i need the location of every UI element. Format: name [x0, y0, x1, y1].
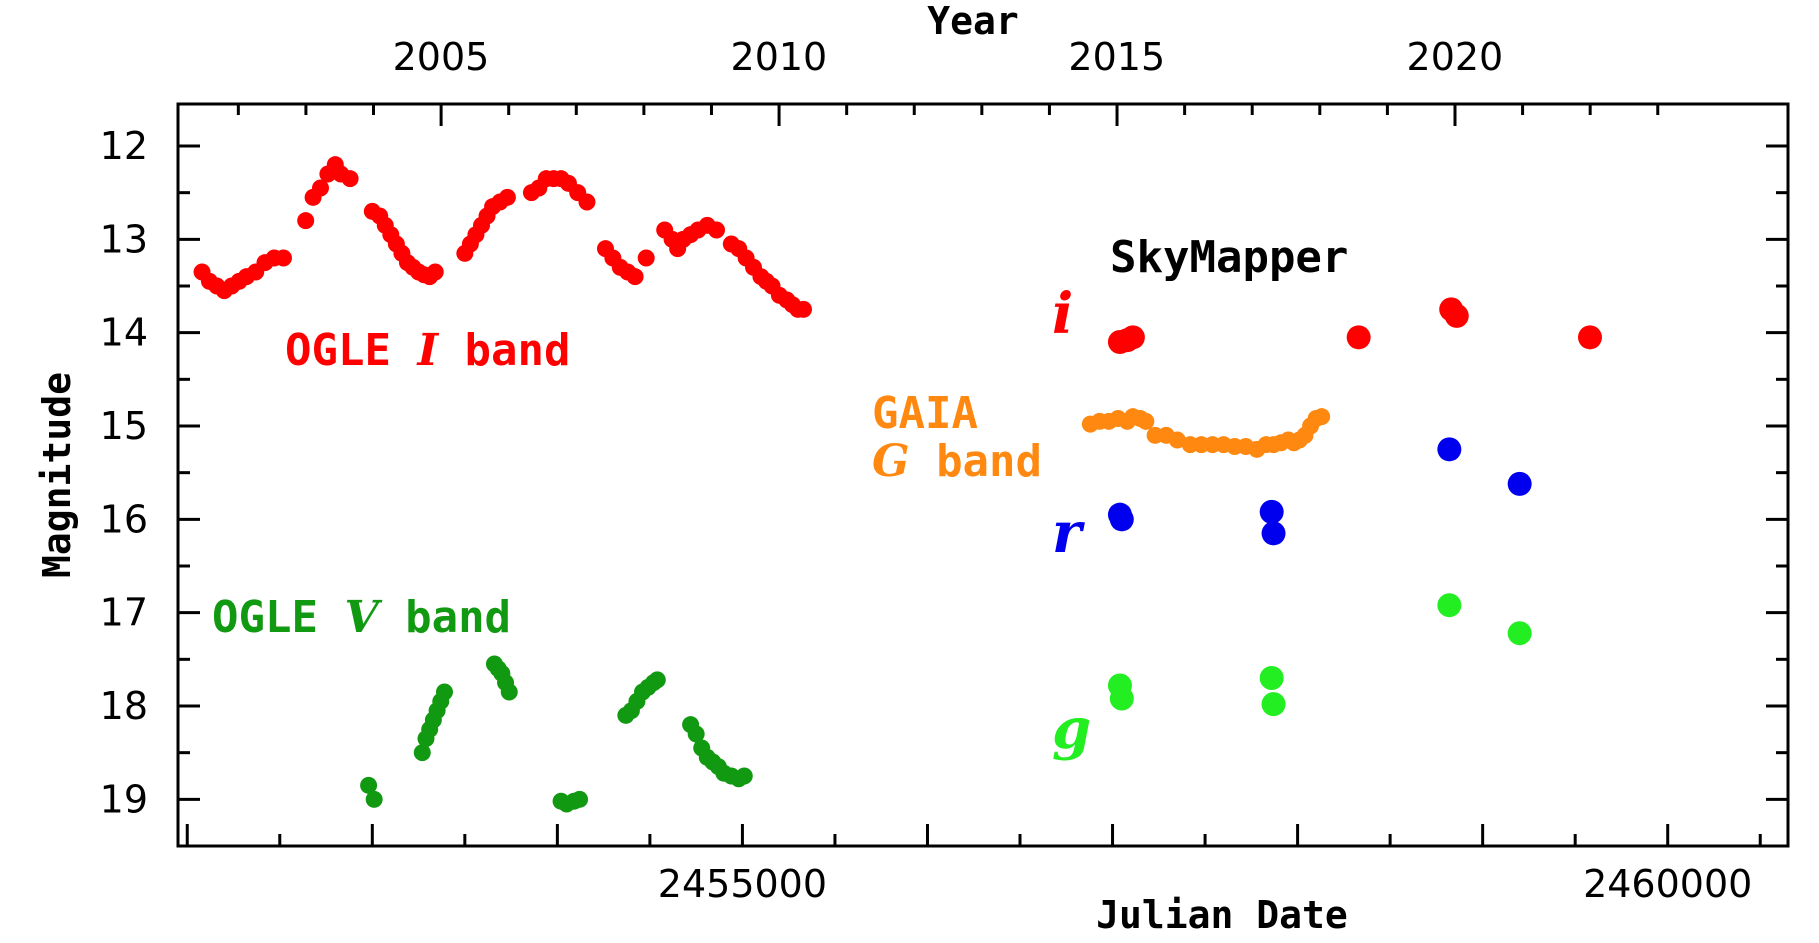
skymapper-i-point [1120, 325, 1145, 350]
gaia-g-band-point [1313, 408, 1331, 426]
ogle-i-band-point [426, 263, 444, 281]
ogle-i-band-point [578, 193, 596, 211]
ogle-v-band-point [500, 683, 518, 701]
ogle-i-band-point [297, 212, 315, 230]
top-year-label: 2015 [1068, 35, 1165, 79]
ogle-v-band-label: OGLE V band [212, 592, 511, 643]
y-tick-label: 14 [100, 311, 148, 355]
skymapper-i-point [1444, 303, 1469, 328]
skymapper-g-point [1259, 666, 1284, 690]
skymapper-i-point [1346, 325, 1371, 350]
gaia-label-line1: GAIA [872, 388, 978, 439]
ogle-i-band-point [498, 188, 516, 206]
y-tick-label: 15 [100, 404, 148, 448]
gaia-g-band-point [1137, 412, 1155, 430]
ogle-v-band-point [571, 790, 589, 808]
ogle-v-band-point [687, 725, 705, 743]
axis-ticks [178, 104, 1788, 846]
skymapper-g-point [1437, 593, 1462, 618]
axis-tick-labels: 12 13 14 15 16 17 18 19 2455000 2460000 2005 2010 20… [100, 35, 1753, 906]
x-tick-label: 2460000 [1583, 862, 1752, 906]
data-points [193, 156, 1602, 813]
skymapper-r-point [1109, 507, 1134, 532]
skymapper-g-label: g [1052, 696, 1091, 762]
ogle-v-band-point [648, 671, 666, 689]
ogle-i-band-point [637, 249, 655, 267]
ogle-v-band-point [413, 744, 431, 762]
x-axis-title: Julian Date [1096, 893, 1348, 937]
y-tick-label: 19 [100, 777, 148, 821]
ogle-v-band-point [365, 790, 383, 808]
y-tick-label: 18 [100, 684, 148, 728]
top-axis-title: Year [927, 0, 1019, 43]
ogle-i-band-point [708, 221, 726, 239]
ogle-v-band-point [360, 776, 378, 794]
top-year-label: 2005 [393, 35, 490, 79]
y-tick-label: 13 [100, 217, 148, 261]
skymapper-r-label: r [1052, 500, 1085, 566]
x-tick-label: 2455000 [658, 862, 827, 906]
skymapper-r-point [1507, 471, 1532, 496]
skymapper-i-label: i [1052, 281, 1073, 347]
skymapper-i-point [1577, 325, 1602, 350]
ogle-i-band-point [794, 300, 812, 318]
skymapper-r-point [1259, 499, 1284, 524]
top-year-label: 2020 [1407, 35, 1504, 79]
skymapper-g-point [1507, 621, 1532, 646]
ogle-v-band-point [435, 683, 453, 701]
ogle-i-band-label: OGLE I band [285, 325, 571, 376]
ogle-i-band-point [311, 179, 329, 197]
y-tick-label: 12 [100, 124, 148, 168]
skymapper-g-point [1261, 692, 1286, 717]
skymapper-r-point [1261, 521, 1286, 546]
ogle-v-band-point [735, 767, 753, 785]
skymapper-g-point [1109, 686, 1134, 711]
skymapper-label: SkyMapper [1110, 232, 1348, 283]
y-axis-title: Magnitude [35, 372, 79, 578]
top-year-label: 2010 [731, 35, 828, 79]
gaia-label-line2: G band [872, 436, 1042, 487]
gaia-g-band-point [1168, 431, 1186, 449]
ogle-i-band-point [341, 170, 359, 188]
skymapper-r-point [1437, 437, 1462, 462]
y-tick-label: 16 [100, 497, 148, 541]
ogle-i-band-point [626, 268, 644, 286]
y-tick-label: 17 [100, 591, 148, 635]
ogle-i-band-point [274, 249, 292, 267]
